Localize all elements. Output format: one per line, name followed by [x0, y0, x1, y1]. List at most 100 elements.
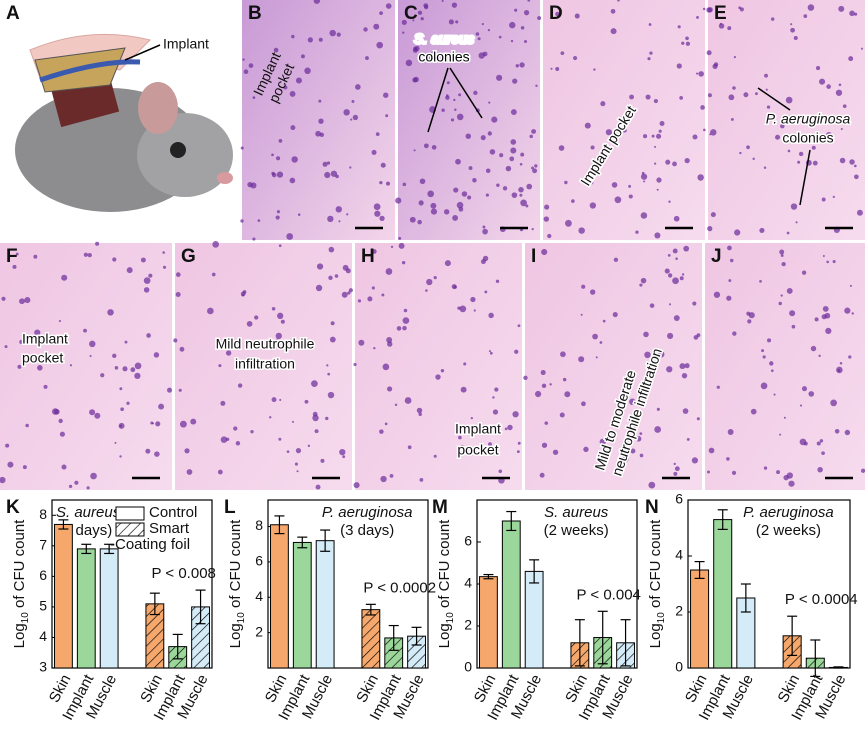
cell-nucleus [456, 113, 464, 121]
cell-nucleus [402, 325, 407, 331]
cell-nucleus [119, 455, 122, 458]
cell-nucleus [764, 73, 768, 78]
cell-nucleus [544, 204, 550, 210]
cell-nucleus [402, 182, 407, 187]
histology-image [175, 243, 352, 490]
cell-nucleus [531, 166, 534, 170]
cell-nucleus [134, 372, 141, 380]
y-axis-title: Log [227, 623, 244, 648]
cell-nucleus [488, 442, 492, 447]
cell-nucleus [539, 472, 545, 478]
cell-nucleus [275, 338, 279, 342]
cell-nucleus [455, 20, 459, 24]
cell-nucleus [446, 94, 449, 97]
cell-nucleus [785, 96, 793, 104]
cell-nucleus [387, 386, 393, 392]
cell-nucleus [382, 363, 390, 371]
cell-nucleus [416, 407, 423, 414]
bar [54, 523, 73, 669]
cell-nucleus [385, 268, 393, 275]
cell-nucleus [776, 470, 781, 475]
cell-nucleus [629, 94, 634, 100]
cell-nucleus [235, 441, 241, 446]
cell-nucleus [387, 341, 393, 347]
cell-nucleus [496, 74, 503, 81]
cell-nucleus [559, 412, 565, 418]
cell-nucleus [786, 115, 791, 120]
cell-nucleus [283, 85, 288, 90]
panel-label: F [6, 246, 18, 267]
cell-nucleus [380, 475, 387, 483]
cell-nucleus [83, 328, 87, 333]
cell-nucleus [271, 171, 275, 176]
cell-nucleus [233, 426, 238, 431]
cell-nucleus [817, 466, 823, 473]
cell-nucleus [319, 132, 325, 137]
cell-nucleus [357, 299, 362, 303]
cell-nucleus [351, 99, 355, 103]
cell-nucleus [761, 349, 765, 353]
cell-nucleus [514, 349, 519, 354]
cell-nucleus [220, 400, 226, 406]
cell-nucleus [119, 387, 123, 391]
cell-nucleus [759, 279, 762, 283]
cell-nucleus [114, 366, 119, 370]
cell-nucleus [547, 233, 552, 239]
cell-nucleus [167, 387, 173, 393]
cell-nucleus [327, 391, 335, 399]
arrow [757, 87, 791, 111]
cell-nucleus [510, 139, 517, 145]
cell-nucleus [460, 386, 467, 393]
cell-nucleus [571, 199, 575, 203]
cell-nucleus [599, 341, 603, 344]
cell-nucleus [838, 5, 845, 12]
cell-nucleus [353, 362, 357, 367]
cell-nucleus [589, 202, 597, 209]
cell-nucleus [311, 380, 318, 387]
cell-nucleus [365, 56, 369, 60]
cell-nucleus [599, 438, 606, 445]
cell-nucleus [507, 424, 513, 431]
cell-nucleus [452, 215, 459, 221]
cell-nucleus [526, 183, 533, 190]
cell-nucleus [716, 385, 720, 389]
cell-nucleus [22, 465, 27, 470]
cell-nucleus [816, 441, 821, 446]
cell-nucleus [375, 132, 380, 136]
cell-nucleus [635, 230, 639, 234]
cell-nucleus [155, 421, 161, 427]
cell-nucleus [402, 31, 405, 34]
y-tick-label: 3 [39, 659, 47, 675]
cell-nucleus [840, 128, 843, 131]
cell-nucleus [728, 94, 735, 101]
cell-nucleus [423, 3, 429, 8]
cell-nucleus [330, 321, 335, 326]
histology-image [242, 0, 395, 240]
cell-nucleus [24, 297, 31, 304]
y-axis-title: Log [647, 623, 664, 648]
cell-nucleus [430, 202, 437, 209]
cell-nucleus [276, 210, 280, 214]
cell-nucleus [336, 32, 341, 37]
cell-nucleus [327, 372, 331, 376]
cell-nucleus [790, 203, 798, 210]
cell-nucleus [445, 95, 450, 100]
cell-nucleus [649, 303, 655, 308]
cell-nucleus [731, 470, 737, 475]
cell-nucleus [614, 196, 622, 204]
cell-nucleus [348, 288, 353, 293]
cell-nucleus [124, 340, 128, 344]
cell-nucleus [860, 47, 863, 50]
cell-nucleus [384, 422, 388, 426]
cell-nucleus [315, 130, 321, 137]
y-tick-label: 2 [675, 603, 683, 619]
cell-nucleus [537, 16, 542, 21]
cell-nucleus [145, 448, 151, 454]
cell-nucleus [175, 272, 181, 277]
cell-nucleus [628, 184, 632, 188]
histology-image [543, 0, 705, 240]
legend-swatch [115, 522, 145, 537]
cell-nucleus [560, 351, 566, 358]
cell-nucleus [405, 59, 413, 67]
image-layer [0, 0, 865, 490]
